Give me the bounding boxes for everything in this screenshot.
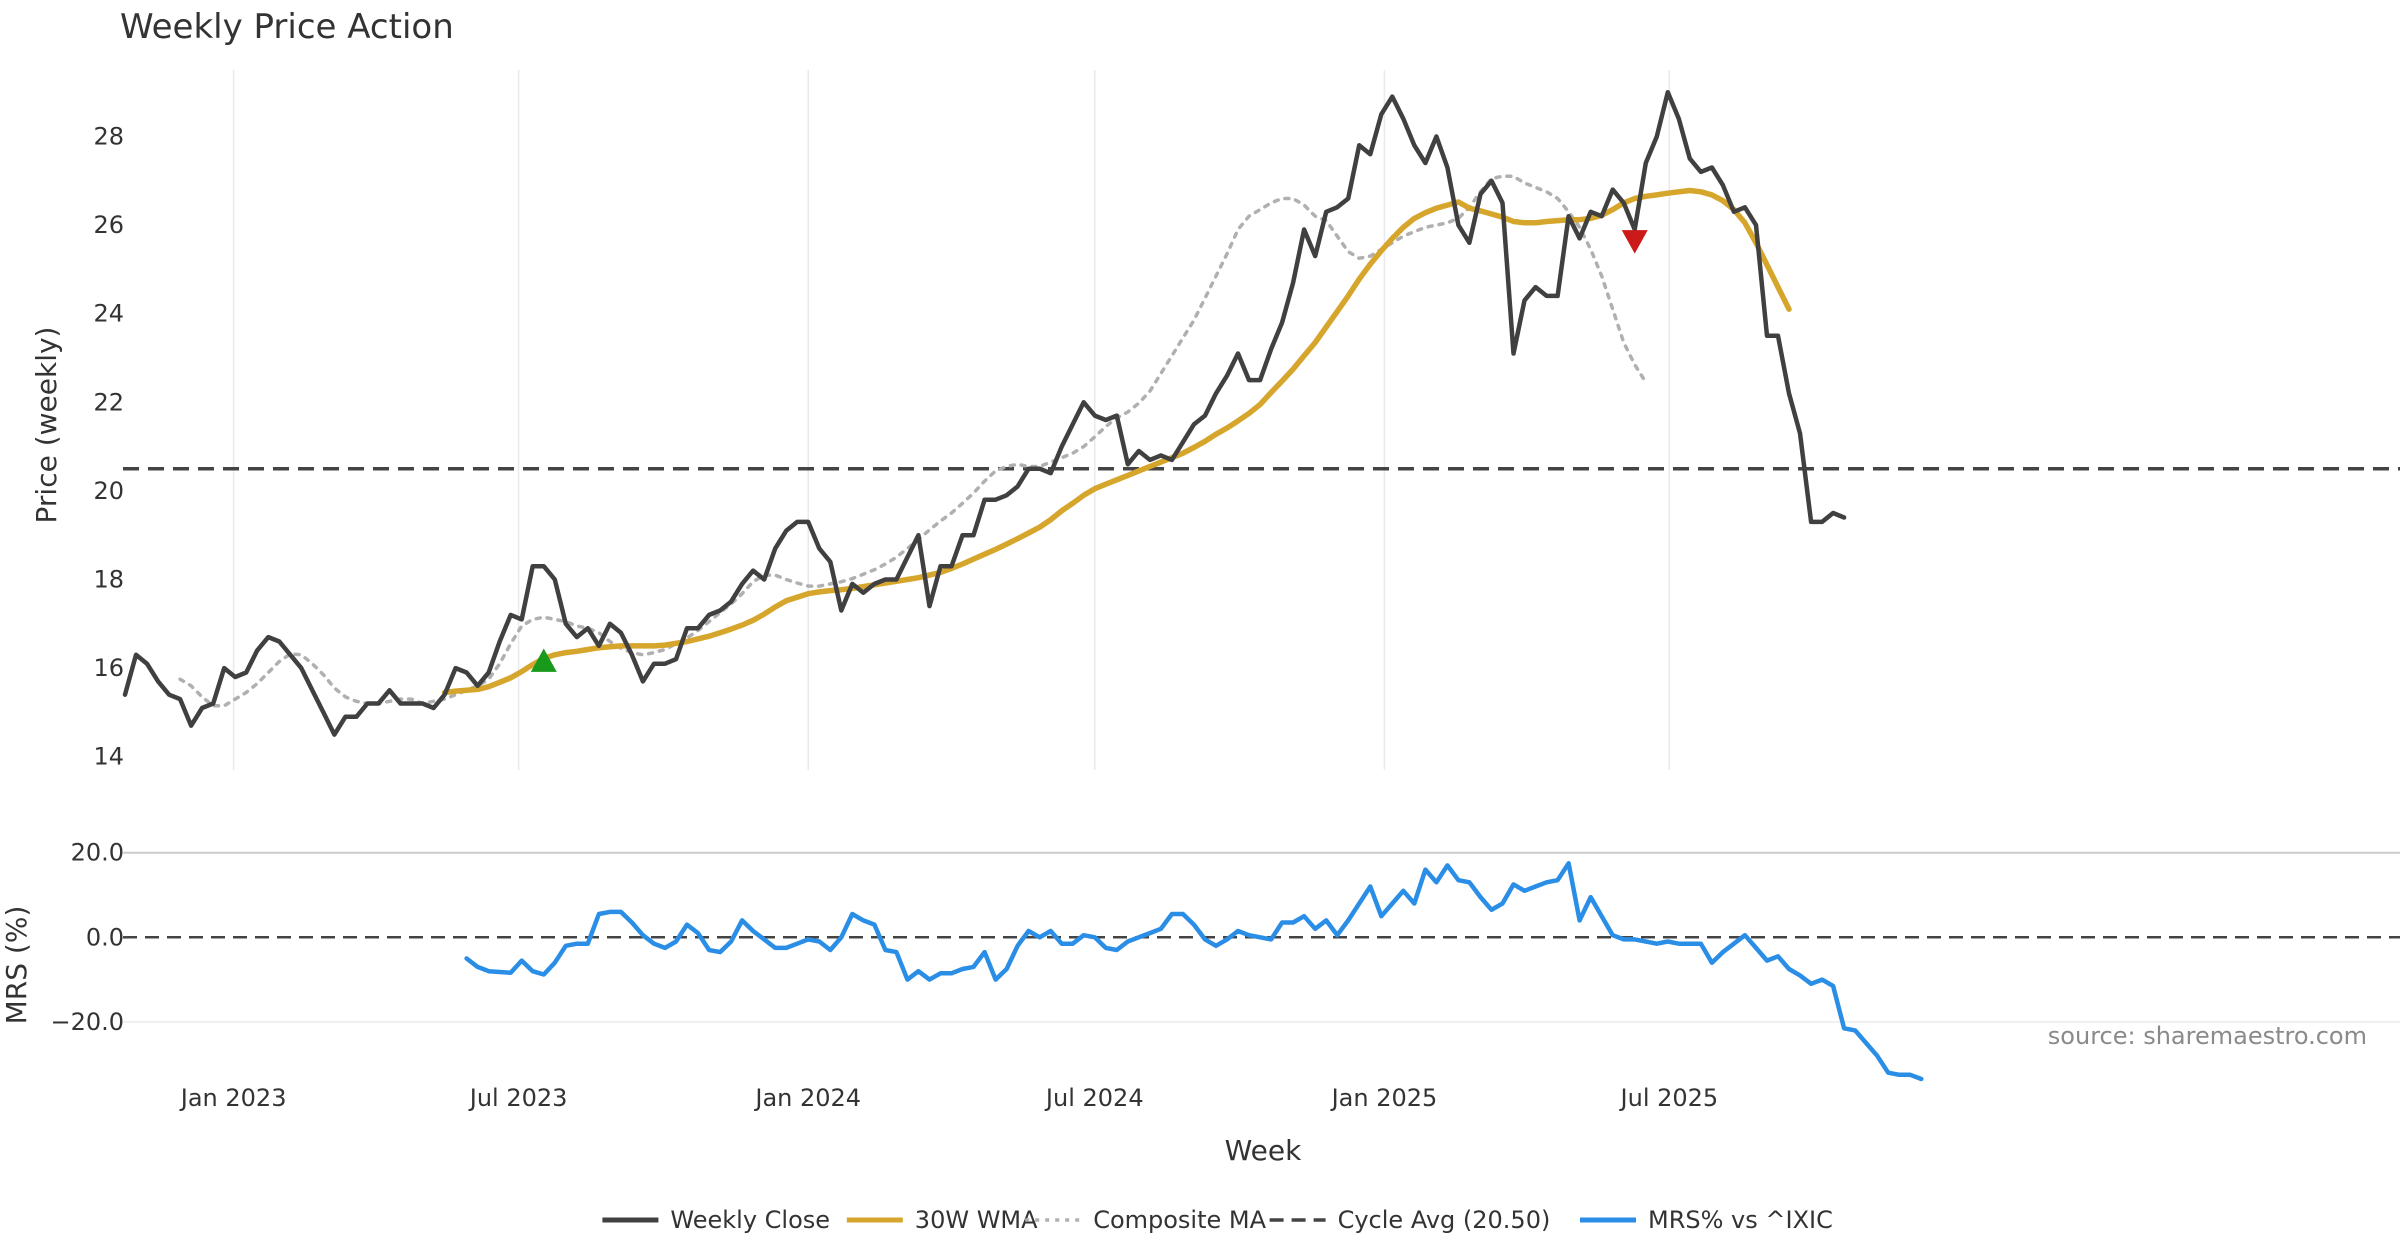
price-y-tick-label: 24 [93, 300, 124, 328]
legend-label: MRS% vs ^IXIC [1648, 1206, 1833, 1234]
x-tick-label: Jul 2025 [1619, 1084, 1719, 1112]
price-y-tick-label: 14 [93, 743, 124, 771]
x-tick-label: Jan 2023 [179, 1084, 287, 1112]
price-y-tick-label: 28 [93, 122, 124, 150]
legend-item: Weekly Close [602, 1206, 830, 1234]
legend-item: Composite MA [1025, 1206, 1267, 1234]
price-y-tick-label: 26 [93, 211, 124, 239]
mrs-y-tick-label: 0.0 [86, 923, 124, 951]
series-layer [122, 89, 1924, 1082]
price-y-tick-label: 22 [93, 388, 124, 416]
x-tick-label: Jul 2023 [468, 1084, 568, 1112]
legend-label: Composite MA [1093, 1206, 1266, 1234]
mrs-y-tick-label: −20.0 [50, 1008, 124, 1036]
grid-layer [123, 70, 2400, 1023]
sell-signal-marker [1621, 230, 1648, 254]
legend-label: Cycle Avg (20.50) [1338, 1206, 1551, 1234]
reference-lines [123, 466, 2400, 939]
signal-markers [530, 230, 1648, 672]
price-y-tick-label: 18 [93, 565, 124, 593]
x-tick-label: Jul 2024 [1044, 1084, 1144, 1112]
chart-title: Weekly Price Action [120, 7, 454, 47]
series-weekly-close [122, 89, 1847, 737]
x-axis-title: Week [1225, 1134, 1302, 1167]
legend-label: Weekly Close [670, 1206, 830, 1234]
mrs-y-tick-label: 20.0 [71, 839, 124, 867]
tick-labels: Jan 2023 Jul 2023 Jan 2024 Jul 2024 Jan 2025… [50, 122, 1718, 1112]
x-tick-label: Jan 2025 [1330, 1084, 1438, 1112]
buy-signal-marker [530, 648, 557, 672]
legend-item: Cycle Avg (20.50) [1269, 1206, 1551, 1234]
price-y-tick-label: 16 [93, 654, 124, 682]
legend-label: 30W WMA [915, 1206, 1038, 1234]
price-y-axis-title: Price (weekly) [30, 327, 63, 524]
legend-item: 30W WMA [846, 1206, 1038, 1234]
price-y-tick-label: 20 [93, 477, 124, 505]
legend-item: MRS% vs ^IXIC [1580, 1206, 1833, 1234]
series-30w-wma [441, 187, 1792, 696]
legend: Weekly Close 30W WMA Composite MA Cycle Avg… [602, 1206, 1833, 1234]
mrs-y-axis-title: MRS (%) [0, 906, 33, 1025]
series-mrs [464, 861, 1924, 1082]
source-note: source: sharemaestro.com [2048, 1022, 2367, 1050]
x-tick-label: Jan 2024 [753, 1084, 861, 1112]
